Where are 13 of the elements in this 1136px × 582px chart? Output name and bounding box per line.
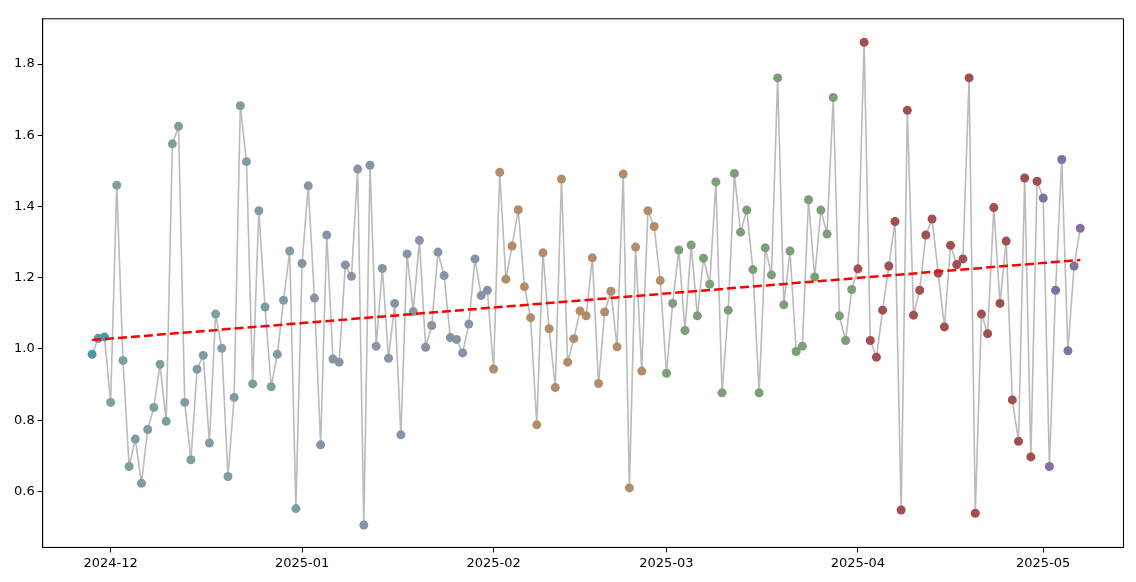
x-tick-label: 2025-01: [274, 554, 330, 570]
x-tick-label: 2025-04: [830, 554, 886, 570]
y-tick-label: 1.2: [13, 269, 35, 285]
y-tick-label: 0.8: [13, 411, 35, 427]
x-tick-label: 2024-12: [83, 554, 138, 570]
y-tick-label: 1.6: [13, 126, 35, 142]
x-tick-label: 2025-05: [1016, 554, 1071, 570]
x-tick-label: 2025-02: [466, 554, 521, 570]
y-tick-label: 1.4: [13, 197, 35, 213]
y-tick-label: 0.6: [13, 482, 35, 498]
y-tick-label: 1.8: [13, 55, 35, 71]
y-tick-label: 1.0: [13, 340, 35, 356]
x-tick-label: 2025-03: [639, 554, 694, 570]
